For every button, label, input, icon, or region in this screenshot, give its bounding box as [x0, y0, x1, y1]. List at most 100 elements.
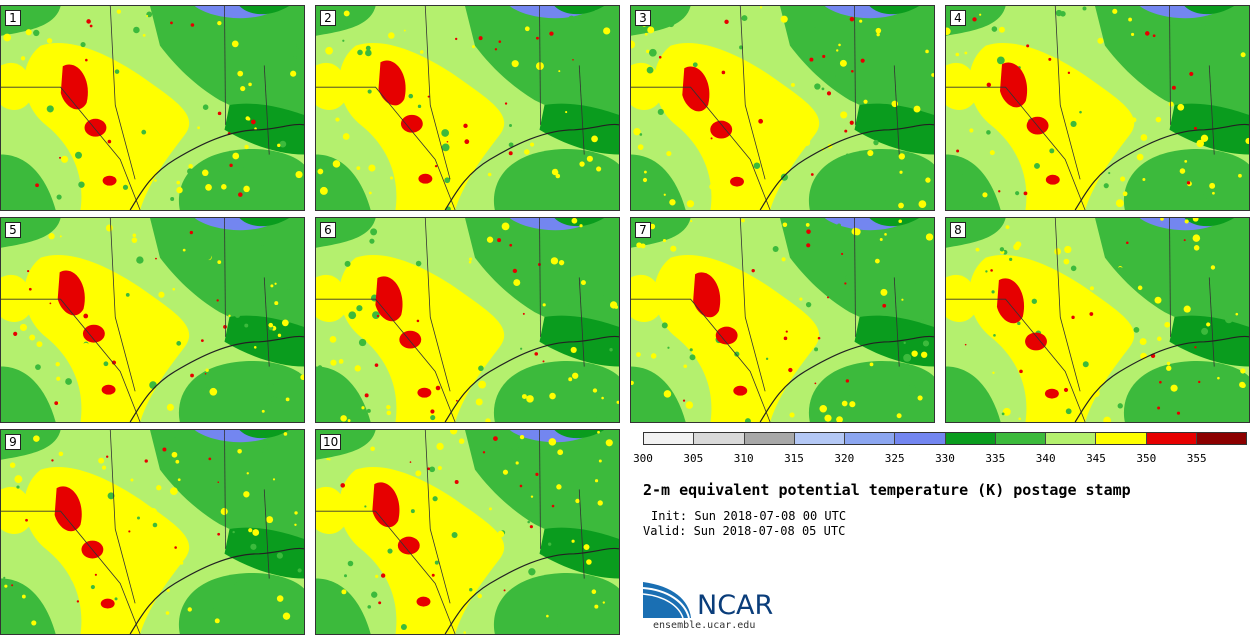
colorbar-tick-label: 300 — [633, 452, 653, 465]
speckle — [659, 312, 664, 317]
speckle — [406, 587, 410, 591]
speckle — [202, 386, 208, 392]
speckle — [205, 368, 209, 372]
speckle — [548, 438, 557, 446]
red-speckle — [849, 16, 855, 22]
speckle — [295, 170, 303, 179]
speckle — [187, 168, 194, 175]
speckle — [526, 395, 534, 403]
speckle — [1049, 314, 1053, 318]
speckle — [287, 289, 290, 293]
speckle — [197, 126, 200, 130]
speckle — [744, 418, 751, 422]
speckle — [270, 396, 277, 403]
speckle — [689, 354, 696, 361]
red-speckle — [364, 393, 369, 398]
speckle — [917, 395, 923, 401]
speckle — [399, 267, 406, 274]
speckle — [1155, 116, 1162, 123]
speckle — [1064, 112, 1067, 115]
speckle — [586, 155, 593, 162]
border-line — [578, 277, 585, 367]
speckle — [948, 388, 953, 393]
speckle — [279, 140, 287, 148]
speckle — [874, 258, 880, 264]
red-speckle — [504, 102, 508, 105]
speckle — [513, 279, 521, 287]
speckle — [341, 25, 344, 28]
red-speckle — [827, 296, 829, 299]
speckle — [989, 150, 995, 156]
speckle — [266, 516, 274, 524]
speckle — [172, 287, 176, 291]
speckle — [692, 62, 698, 68]
speckle — [238, 167, 246, 175]
red-speckle — [13, 331, 18, 336]
speckle — [925, 233, 934, 241]
speckle — [266, 382, 275, 391]
red-region-primary — [378, 60, 406, 106]
red-speckle — [54, 401, 59, 406]
speckle — [650, 353, 657, 359]
red-speckle — [788, 367, 793, 373]
speckle — [1196, 139, 1204, 148]
speckle — [871, 250, 875, 255]
speckle — [379, 547, 385, 553]
red-region-tertiary — [102, 175, 117, 186]
speckle — [819, 404, 828, 413]
red-speckle — [534, 352, 539, 356]
speckle — [1087, 85, 1095, 92]
speckle — [285, 460, 291, 465]
speckle — [341, 589, 347, 595]
colorbar-segment — [1096, 433, 1147, 444]
speckle — [670, 245, 677, 252]
speckle — [1082, 6, 1087, 11]
speckle — [876, 32, 880, 37]
red-speckle — [549, 31, 554, 36]
speckle — [386, 410, 392, 416]
colorbar-segment — [744, 433, 795, 444]
speckle — [971, 202, 974, 205]
speckle — [662, 238, 667, 243]
speckle — [959, 238, 962, 241]
speckle — [326, 457, 329, 461]
valid-time: Valid: Sun 2018-07-08 05 UTC — [643, 524, 846, 538]
dark-green-north — [239, 218, 290, 227]
speckle — [423, 134, 427, 138]
speckle — [568, 377, 573, 382]
speckle — [1206, 322, 1211, 327]
speckle — [580, 280, 586, 286]
speckle — [364, 514, 370, 520]
speckle — [156, 561, 160, 565]
speckle — [541, 483, 547, 488]
red-region-tertiary — [1045, 174, 1060, 185]
speckle — [592, 481, 599, 488]
speckle — [923, 299, 928, 304]
green-region-southwest — [631, 154, 686, 210]
speckle — [418, 91, 424, 97]
speckle — [325, 46, 333, 55]
speckle — [409, 417, 414, 421]
speckle — [98, 457, 105, 464]
speckle — [913, 105, 921, 113]
speckle — [1115, 199, 1124, 208]
colorbar-segment — [694, 433, 745, 444]
stamp-5: 5 — [0, 217, 305, 423]
speckle — [1079, 110, 1082, 114]
speckle — [330, 359, 337, 366]
speckle — [521, 394, 527, 400]
speckle — [646, 49, 650, 54]
yellow-region-west — [316, 62, 347, 110]
border-line — [631, 298, 771, 422]
speckle — [1139, 338, 1147, 346]
speckle — [133, 26, 140, 34]
speckle — [859, 19, 863, 23]
speckle — [1032, 76, 1035, 80]
speckle — [217, 20, 222, 26]
speckle — [175, 459, 180, 464]
speckle — [596, 414, 601, 419]
dark-green-north — [239, 430, 290, 439]
speckle — [149, 381, 157, 389]
red-speckle — [964, 343, 967, 346]
speckle — [169, 487, 178, 495]
